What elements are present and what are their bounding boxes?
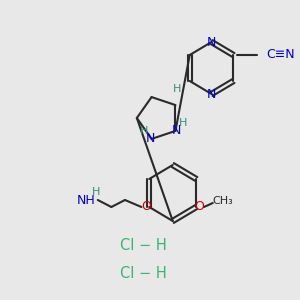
- Text: H: H: [172, 84, 181, 94]
- Text: Cl − H: Cl − H: [120, 238, 167, 253]
- Text: O: O: [141, 200, 151, 214]
- Text: H: H: [179, 118, 188, 128]
- Text: N: N: [146, 132, 155, 146]
- Text: H: H: [92, 187, 100, 197]
- Text: N: N: [207, 88, 216, 100]
- Text: C≡N: C≡N: [266, 49, 295, 62]
- Text: CH₃: CH₃: [212, 196, 233, 206]
- Text: O: O: [194, 200, 204, 214]
- Text: NH: NH: [77, 194, 95, 206]
- Text: N: N: [172, 124, 181, 137]
- Text: H: H: [140, 126, 148, 136]
- Text: N: N: [207, 35, 216, 49]
- Text: Cl − H: Cl − H: [120, 266, 167, 281]
